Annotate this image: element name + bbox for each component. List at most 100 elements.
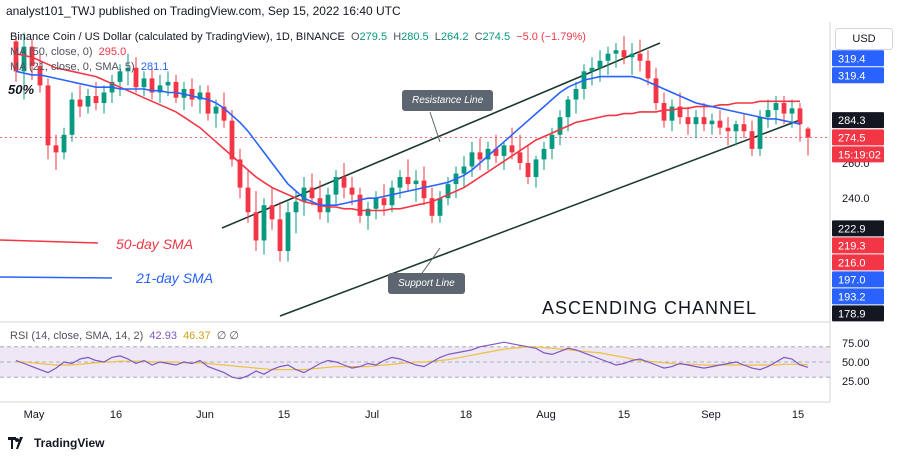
candle-body	[749, 131, 755, 149]
candle-body	[597, 60, 603, 68]
price-marker-box	[832, 67, 884, 84]
candle-body	[461, 166, 467, 174]
high-label: H	[393, 31, 402, 43]
time-tick-label: Jun	[196, 409, 214, 421]
currency-button[interactable]: USD	[835, 28, 893, 50]
candle-body	[733, 124, 739, 132]
ma21-legend-value: 281.1	[140, 61, 169, 73]
candle-body	[85, 96, 91, 107]
resistance-pointer	[429, 111, 441, 143]
price-marker-box	[832, 112, 884, 129]
candle-body	[557, 117, 563, 135]
candle-body	[165, 81, 171, 86]
candle-body	[53, 145, 59, 153]
candle-body	[741, 124, 747, 132]
rsi-legend: RSI (14, close, SMA, 14, 2) 42.93 46.37 …	[10, 329, 239, 342]
candle-body	[397, 177, 403, 188]
candle-body	[669, 106, 675, 121]
price-marker-label: 15:19:02	[838, 149, 881, 161]
candle-body	[197, 92, 203, 100]
candle-body	[13, 41, 19, 72]
rsi-pane	[15, 341, 809, 380]
candle-body	[189, 88, 195, 100]
candle-body	[677, 106, 683, 118]
candle-body	[181, 88, 187, 98]
candle-body	[133, 67, 139, 88]
price-marker-label: 216.0	[838, 257, 866, 269]
candle-body	[293, 201, 299, 213]
candle-body	[429, 198, 435, 216]
candle-body	[37, 66, 43, 86]
price-marker-label: 193.2	[838, 291, 866, 303]
candle-body	[621, 50, 627, 58]
candle-body	[421, 180, 427, 199]
candle-body	[77, 99, 83, 107]
candle-body	[29, 46, 35, 67]
close-value: 274.5	[482, 31, 511, 43]
price-marker-label: 219.3	[838, 240, 866, 252]
candle-body	[261, 205, 267, 241]
candle-body	[93, 96, 99, 104]
candle-body	[781, 103, 787, 114]
candle-body	[285, 212, 291, 252]
candle-body	[789, 108, 795, 114]
tradingview-footer[interactable]: TradingView	[8, 436, 104, 450]
candle-body	[629, 53, 635, 58]
candle-body	[357, 194, 363, 216]
price-marker-label: 222.9	[838, 223, 866, 235]
time-tick-label: 15	[278, 409, 290, 421]
sma50-annotation: 50-day SMA	[116, 236, 194, 252]
footer-brand: TradingView	[34, 436, 105, 450]
candle-body	[221, 106, 227, 121]
candle-body	[213, 106, 219, 114]
support-pointer	[419, 247, 441, 277]
candle-body	[405, 177, 411, 185]
candle-body	[125, 67, 131, 72]
sma50-annotation-line	[0, 239, 99, 244]
candle-body	[381, 198, 387, 206]
time-tick-label: Aug	[536, 409, 556, 421]
chart-legend: Binance Coin / US Dollar (calculated by …	[10, 30, 586, 75]
candles	[13, 32, 811, 262]
candle-body	[725, 127, 731, 132]
percent-label: 50%	[8, 82, 35, 97]
candle-body	[437, 198, 443, 216]
candle-body	[565, 99, 571, 118]
candle-body	[333, 177, 339, 195]
ma21-legend-label: MA (21, close, 0, SMA, 5)	[10, 61, 135, 73]
sma21-annotation-line	[0, 276, 113, 279]
candle-body	[469, 152, 475, 167]
rsi-tick-label: 25.00	[842, 376, 870, 388]
price-marker-box	[832, 305, 884, 322]
price-marker-label: 197.0	[838, 274, 866, 286]
candle-body	[205, 92, 211, 114]
time-tick-label: 15	[618, 409, 630, 421]
candle-body	[477, 152, 483, 160]
candle-body	[325, 194, 331, 213]
ma50-legend-value: 295.0	[98, 46, 127, 58]
time-tick-label: 15	[792, 409, 804, 421]
high-value: 280.5	[401, 31, 429, 43]
price-marker-label: 319.4	[838, 53, 866, 65]
candle-body	[141, 78, 147, 88]
price-marker-label: 274.5	[838, 132, 866, 144]
ma50-legend-label: MA (50, close, 0)	[10, 46, 93, 58]
candle-body	[117, 71, 123, 82]
rsi-sma-value: 46.37	[183, 330, 211, 342]
candle-body	[45, 85, 51, 146]
rsi-legend-label: RSI (14, close, SMA, 14, 2)	[10, 330, 144, 342]
candle-body	[61, 134, 67, 153]
candle-body	[533, 159, 539, 178]
ma50-line	[15, 52, 800, 212]
candle-body	[717, 120, 723, 128]
low-value: 264.2	[440, 31, 469, 43]
candle-body	[797, 108, 803, 125]
open-label: O	[350, 31, 360, 43]
candle-body	[237, 159, 243, 188]
candle-body	[277, 219, 283, 252]
candle-body	[645, 60, 651, 79]
price-marker-box	[832, 288, 884, 305]
candle-body	[365, 208, 371, 216]
tradingview-logo-icon	[8, 437, 23, 449]
